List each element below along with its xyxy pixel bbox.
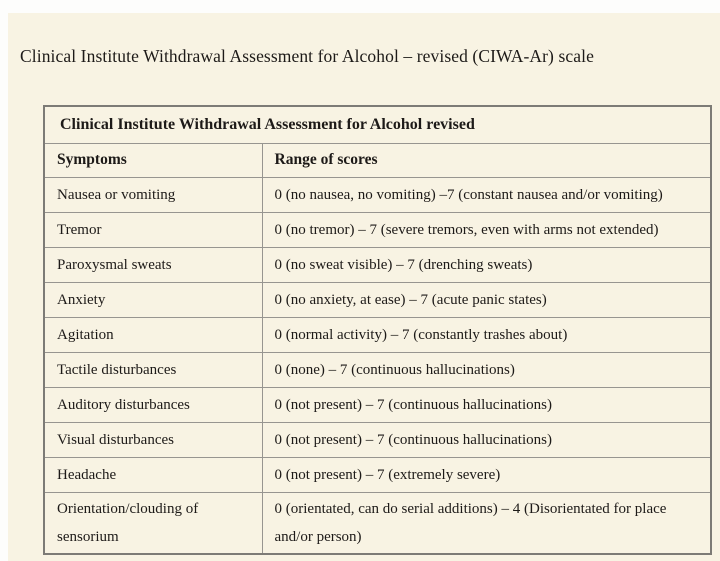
table-row: Visual disturbances 0 (not present) – 7 … — [43, 422, 712, 458]
table-row: Auditory disturbances 0 (not present) – … — [43, 387, 712, 423]
symptom-cell: Paroxysmal sweats — [43, 247, 263, 283]
table-row: Anxiety 0 (no anxiety, at ease) – 7 (acu… — [43, 282, 712, 318]
table-row: Orientation/clouding of sensorium 0 (ori… — [43, 492, 712, 555]
table-row: Nausea or vomiting 0 (no nausea, no vomi… — [43, 177, 712, 213]
symptom-cell: Tactile disturbances — [43, 352, 263, 388]
table-header: Clinical Institute Withdrawal Assessment… — [43, 105, 712, 144]
range-cell: 0 (none) – 7 (continuous hallucinations) — [261, 352, 712, 388]
table-row: Tactile disturbances 0 (none) – 7 (conti… — [43, 352, 712, 388]
table-row: Tremor 0 (no tremor) – 7 (severe tremors… — [43, 212, 712, 248]
table-row: Paroxysmal sweats 0 (no sweat visible) –… — [43, 247, 712, 283]
symptom-cell: Headache — [43, 457, 263, 493]
page-title: Clinical Institute Withdrawal Assessment… — [20, 46, 594, 66]
symptom-cell: Visual disturbances — [43, 422, 263, 458]
symptom-cell: Nausea or vomiting — [43, 177, 263, 213]
range-cell: 0 (no anxiety, at ease) – 7 (acute panic… — [261, 282, 712, 318]
symptom-cell: Orientation/clouding of sensorium — [43, 492, 263, 555]
column-header-range: Range of scores — [261, 143, 712, 178]
symptom-cell: Agitation — [43, 317, 263, 353]
range-cell: 0 (not present) – 7 (continuous hallucin… — [261, 422, 712, 458]
table-header-row: Clinical Institute Withdrawal Assessment… — [43, 105, 712, 144]
table-row: Agitation 0 (normal activity) – 7 (const… — [43, 317, 712, 353]
symptom-cell: Tremor — [43, 212, 263, 248]
symptom-cell: Anxiety — [43, 282, 263, 318]
range-cell: 0 (no tremor) – 7 (severe tremors, even … — [261, 212, 712, 248]
column-header-symptoms: Symptoms — [43, 143, 263, 178]
ciwa-table: Clinical Institute Withdrawal Assessment… — [43, 105, 712, 555]
symptom-cell: Auditory disturbances — [43, 387, 263, 423]
range-cell: 0 (normal activity) – 7 (constantly tras… — [261, 317, 712, 353]
table-row: Headache 0 (not present) – 7 (extremely … — [43, 457, 712, 493]
range-cell: 0 (no sweat visible) – 7 (drenching swea… — [261, 247, 712, 283]
column-header-row: Symptoms Range of scores — [43, 143, 712, 178]
range-cell: 0 (orientated, can do serial additions) … — [261, 492, 712, 555]
range-cell: 0 (not present) – 7 (continuous hallucin… — [261, 387, 712, 423]
range-cell: 0 (no nausea, no vomiting) –7 (constant … — [261, 177, 712, 213]
range-cell: 0 (not present) – 7 (extremely severe) — [261, 457, 712, 493]
